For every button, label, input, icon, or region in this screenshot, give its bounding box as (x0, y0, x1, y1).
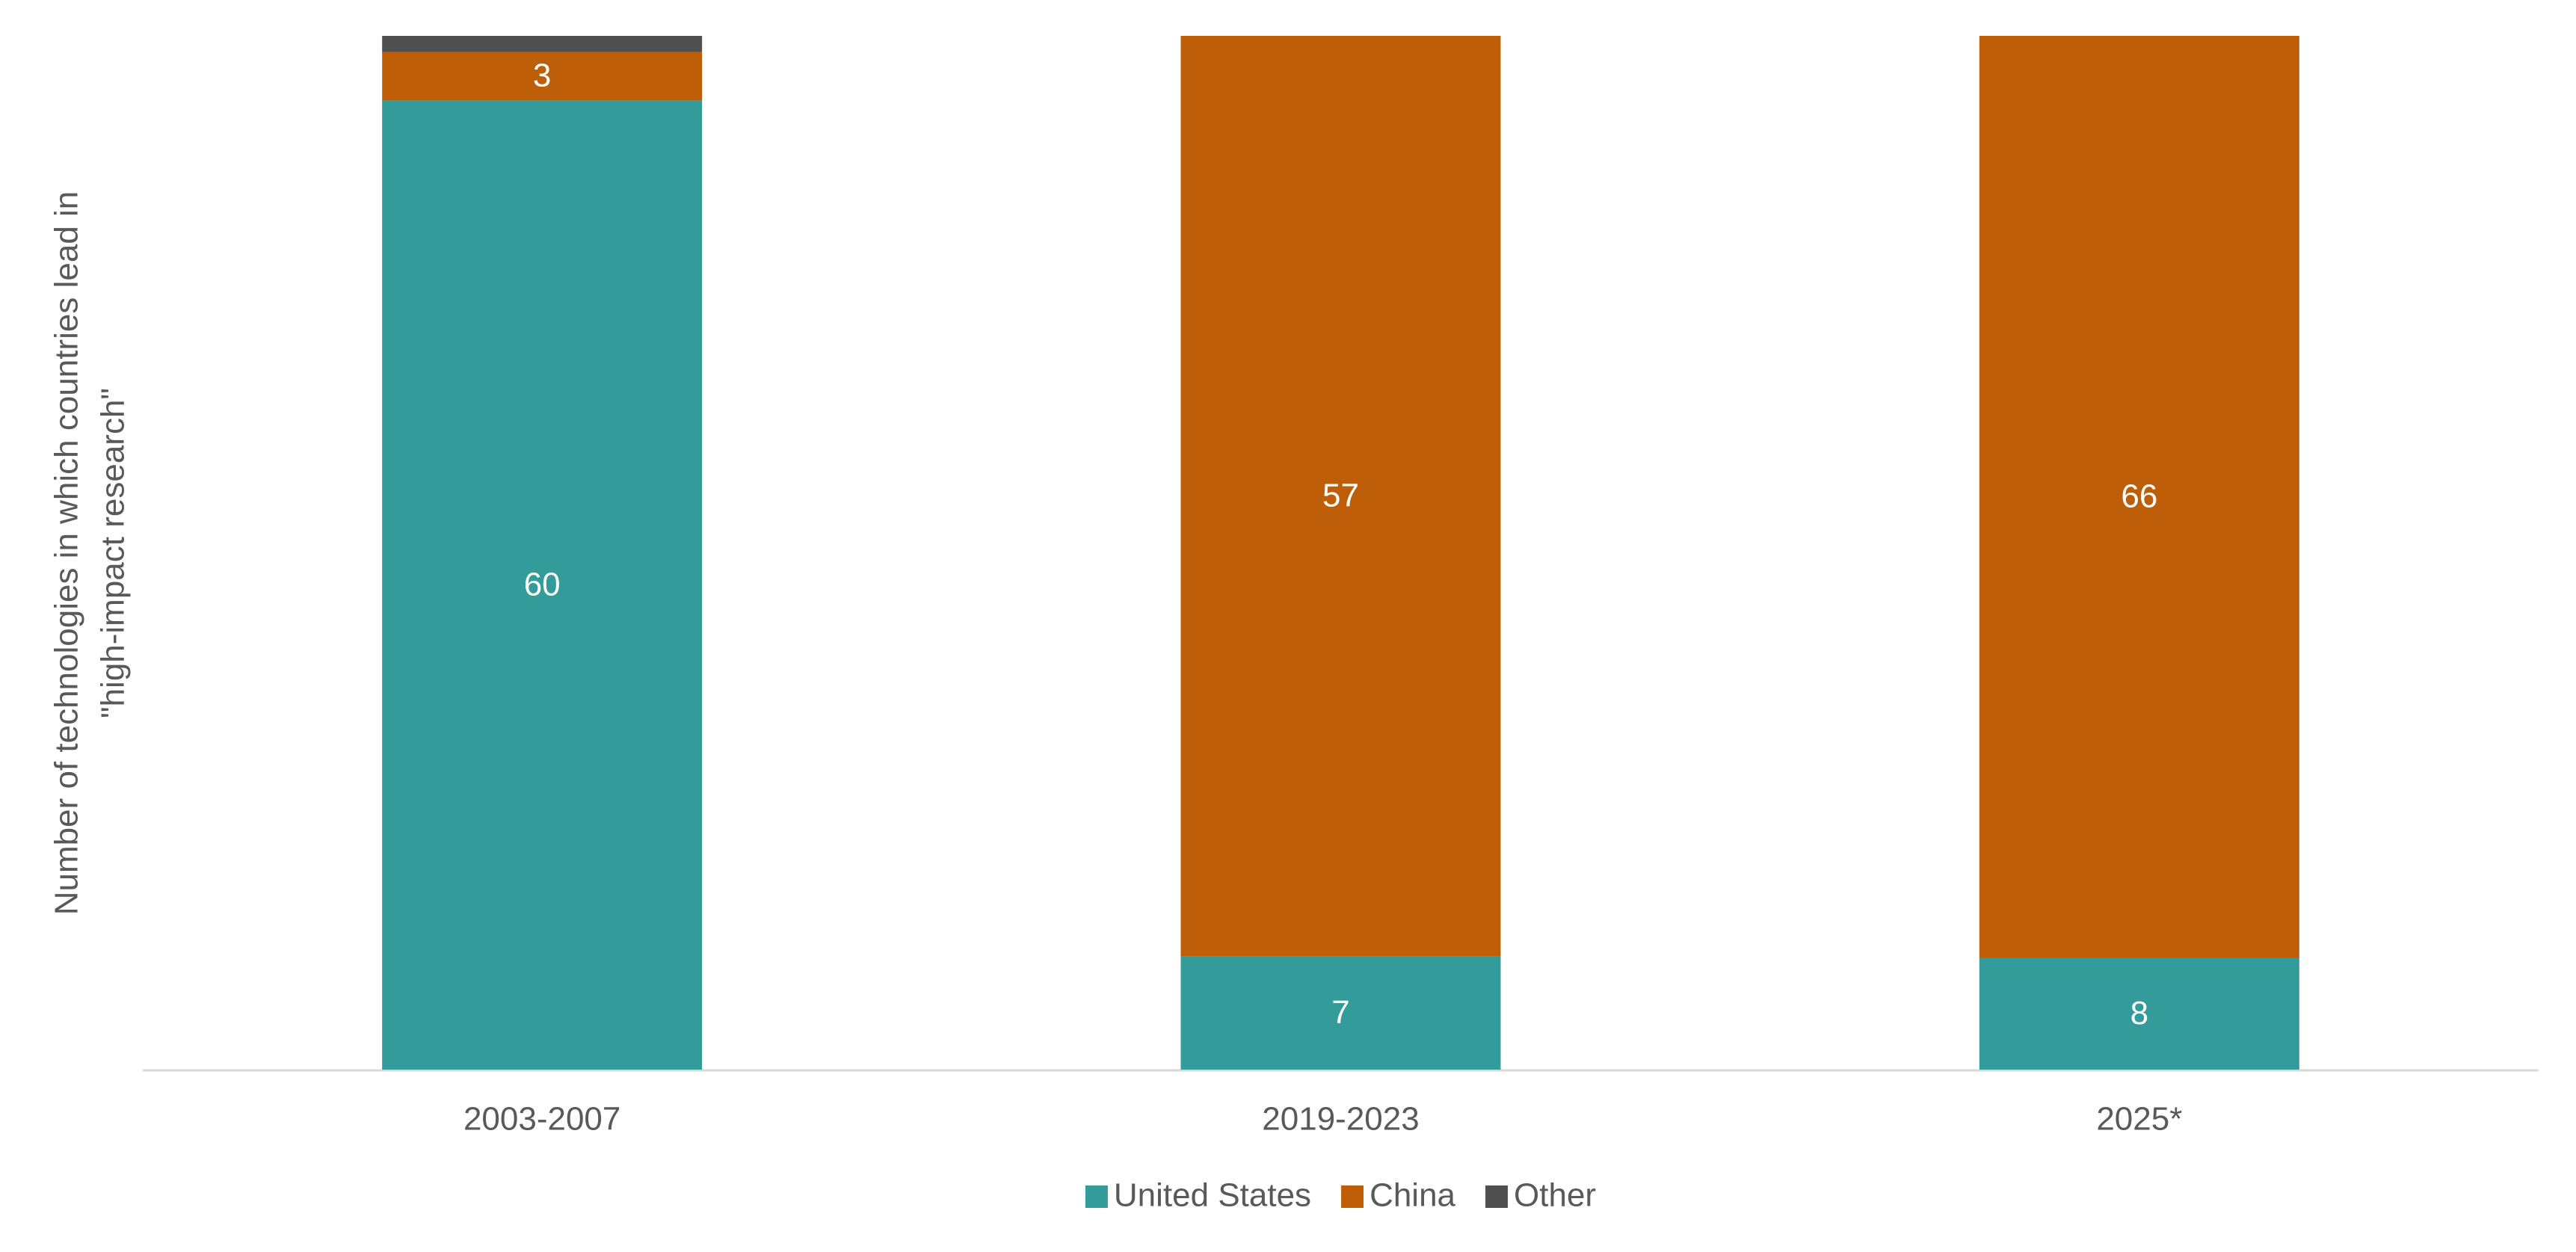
x-tick-label: 2003-2007 (463, 1101, 620, 1138)
value-label: 57 (1322, 477, 1359, 514)
legend-swatch (1085, 1185, 1108, 1208)
legend-label: China (1369, 1177, 1455, 1214)
value-label: 60 (524, 566, 561, 602)
x-tick-label: 2025* (2096, 1101, 2182, 1138)
legend-label: Other (1514, 1177, 1596, 1214)
value-label: 3 (533, 58, 551, 94)
y-axis-title: Number of technologies in which countrie… (49, 191, 132, 916)
legend-swatch (1341, 1185, 1364, 1208)
bar-segment (1979, 957, 2299, 1070)
bar-segment (382, 36, 703, 52)
y-axis-title-line: Number of technologies in which countrie… (49, 191, 85, 916)
x-tick-label: 2019-2023 (1262, 1101, 1419, 1138)
legend-swatch (1485, 1185, 1509, 1208)
bar-segment (1180, 956, 1501, 1070)
value-label: 8 (2130, 995, 2148, 1031)
value-label: 7 (1331, 994, 1349, 1031)
y-axis-title-line: "high-impact research" (95, 388, 132, 718)
bar-segment (382, 52, 703, 101)
bar-segment (1180, 36, 1501, 957)
value-label: 66 (2121, 478, 2157, 514)
bar-segment (1979, 36, 2299, 958)
bar-segment (382, 100, 703, 1070)
legend-label: United States (1114, 1177, 1311, 1214)
